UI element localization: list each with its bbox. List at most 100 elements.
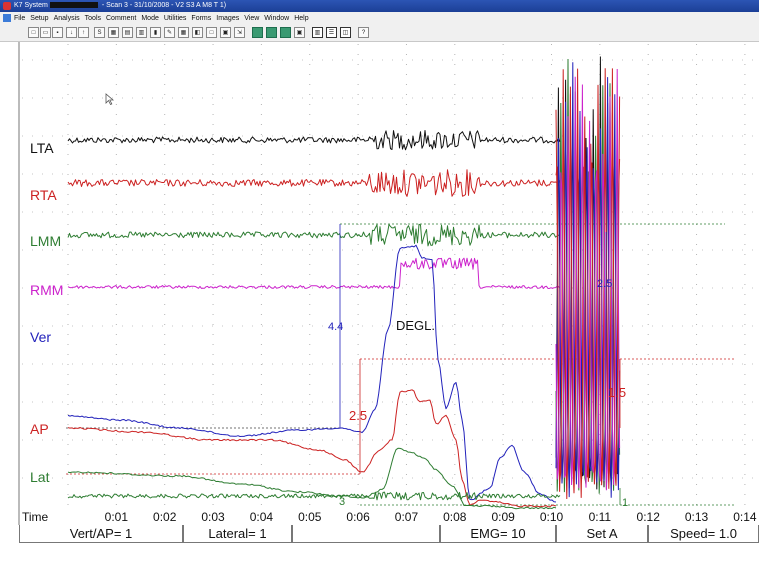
window-title-prefix: K7 System bbox=[14, 2, 48, 9]
arrow-up-icon[interactable]: ↑ bbox=[78, 27, 89, 38]
document-icon bbox=[3, 14, 11, 22]
green-1-icon[interactable] bbox=[252, 27, 263, 38]
channel-label-ver: Ver bbox=[30, 329, 51, 345]
annotation-label: 1 bbox=[622, 497, 628, 509]
menu-analysis[interactable]: Analysis bbox=[53, 15, 80, 22]
signal-chart: LTA RTA LMM RMM Ver AP Lat 4.4 DEGL. 2.5 2.5 1.5 3 1… bbox=[18, 42, 759, 525]
x-tick-label: 0:09 bbox=[491, 510, 515, 524]
menu-utilities[interactable]: Utilities bbox=[163, 15, 187, 22]
status-lateral: Lateral= 1 bbox=[183, 525, 292, 543]
new-icon[interactable]: □ bbox=[28, 27, 39, 38]
scan-icon[interactable]: S bbox=[94, 27, 105, 38]
columns-icon[interactable]: ▥ bbox=[312, 27, 323, 38]
status-blank bbox=[292, 525, 440, 543]
channel-label-rmm: RMM bbox=[30, 282, 63, 298]
x-tick-label: 0:10 bbox=[540, 510, 564, 524]
annotation-label: DEGL. bbox=[396, 318, 435, 333]
pencil-icon[interactable]: ✎ bbox=[164, 27, 175, 38]
menu-file[interactable]: File bbox=[14, 15, 26, 22]
menu-help[interactable]: Help bbox=[294, 15, 309, 22]
trace-artifact-ap bbox=[555, 68, 621, 498]
print-preview-icon[interactable]: □ bbox=[206, 27, 217, 38]
x-axis-label: Time bbox=[22, 510, 49, 524]
save-icon[interactable]: ▪ bbox=[52, 27, 63, 38]
annotation-label: 2.5 bbox=[349, 408, 367, 423]
channel-label-lat: Lat bbox=[30, 469, 50, 485]
traces bbox=[67, 56, 621, 510]
channel-label-lmm: LMM bbox=[30, 233, 61, 249]
trace-rta bbox=[67, 169, 561, 197]
x-tick-label: 0:13 bbox=[685, 510, 709, 524]
status-emg: EMG= 10 bbox=[440, 525, 556, 543]
grid-icon[interactable]: ▦ bbox=[108, 27, 119, 38]
green-3-icon[interactable] bbox=[280, 27, 291, 38]
trace-rmm bbox=[67, 257, 561, 289]
x-tick-label: 0:01 bbox=[105, 510, 129, 524]
trace-ver bbox=[67, 244, 557, 503]
x-tick-label: 0:02 bbox=[153, 510, 177, 524]
app-icon bbox=[3, 2, 11, 10]
status-set: Set A bbox=[556, 525, 648, 543]
trace-artifact-rmm bbox=[555, 68, 621, 491]
print-icon[interactable]: ▣ bbox=[220, 27, 231, 38]
trace-lta bbox=[67, 130, 561, 151]
x-tick-label: 0:12 bbox=[637, 510, 661, 524]
status-bar: Vert/AP= 1 Lateral= 1 EMG= 10 Set A Spee… bbox=[0, 525, 759, 545]
chart-icon[interactable]: ▦ bbox=[178, 27, 189, 38]
window-title-suffix: - Scan 3 - 31/10/2008 - V2 S3 A M8 T 1) bbox=[101, 2, 227, 9]
menu-view[interactable]: View bbox=[244, 15, 260, 22]
menu-window[interactable]: Window bbox=[264, 15, 290, 22]
menu-forms[interactable]: Forms bbox=[191, 15, 212, 22]
trace-ap bbox=[67, 389, 557, 508]
channel-labels: LTA RTA LMM RMM Ver AP Lat bbox=[30, 140, 63, 485]
x-tick-label: 0:14 bbox=[733, 510, 757, 524]
redacted-patient-name bbox=[49, 2, 98, 9]
window-title: K7 System - Scan 3 - 31/10/2008 - V2 S3 A… bbox=[14, 0, 226, 12]
trace-lmm bbox=[67, 223, 561, 247]
annotation-label: 1.5 bbox=[608, 385, 626, 400]
printer-icon[interactable]: ▣ bbox=[294, 27, 305, 38]
compare-icon[interactable]: ◧ bbox=[192, 27, 203, 38]
menu-images[interactable]: Images bbox=[216, 15, 240, 22]
help-icon[interactable]: ? bbox=[358, 27, 369, 38]
arrow-down-icon[interactable]: ↓ bbox=[66, 27, 77, 38]
x-tick-label: 0:05 bbox=[298, 510, 322, 524]
x-axis: Time 0:01 0:02 0:03 0:04 0:05 0:06 0:07 0:08 0:09… bbox=[22, 510, 757, 524]
split-icon[interactable]: ◫ bbox=[340, 27, 351, 38]
rows-icon[interactable]: ☰ bbox=[326, 27, 337, 38]
open-icon[interactable]: ▭ bbox=[40, 27, 51, 38]
menu-tools[interactable]: Tools bbox=[84, 15, 101, 22]
plot-area bbox=[19, 42, 759, 525]
x-tick-label: 0:07 bbox=[395, 510, 419, 524]
x-tick-label: 0:11 bbox=[589, 510, 612, 524]
menu-setup[interactable]: Setup bbox=[30, 15, 49, 22]
menu-items: File Setup Analysis Tools Comment Mode Utiliti… bbox=[14, 12, 314, 25]
x-tick-label: 0:03 bbox=[201, 510, 225, 524]
export-icon[interactable]: ⇲ bbox=[234, 27, 245, 38]
mouse-cursor-icon bbox=[105, 93, 115, 106]
annotations: 4.4 DEGL. 2.5 2.5 1.5 3 1 bbox=[328, 224, 628, 509]
menu-comment[interactable]: Comment bbox=[106, 15, 137, 22]
x-tick-label: 0:04 bbox=[250, 510, 274, 524]
annotation-label: 3 bbox=[339, 496, 345, 508]
annotation-label: 4.4 bbox=[328, 321, 343, 333]
menu-mode[interactable]: Mode bbox=[141, 15, 159, 22]
trace-lat-emg bbox=[67, 491, 561, 501]
x-tick-label: 0:06 bbox=[346, 510, 370, 524]
bars-icon[interactable]: ▮ bbox=[150, 27, 161, 38]
x-tick-label: 0:08 bbox=[443, 510, 467, 524]
green-2-icon[interactable] bbox=[266, 27, 277, 38]
toolbar: □ ▭ ▪ ↓ ↑ S ▦ ▤ ▥ ▮ ✎ ▦ ◧ □ ▣ ⇲ ▣ ▥ ☰ ◫? bbox=[0, 25, 759, 42]
channel-label-rta: RTA bbox=[30, 187, 57, 203]
channel-label-lta: LTA bbox=[30, 140, 54, 156]
status-vert-ap: Vert/AP= 1 bbox=[19, 525, 183, 543]
window-bottom bbox=[0, 545, 759, 561]
annotation-label: 2.5 bbox=[597, 278, 612, 290]
trace-lat bbox=[67, 447, 557, 510]
title-bar: K7 System - Scan 3 - 31/10/2008 - V2 S3 A… bbox=[0, 0, 759, 12]
layout-icon[interactable]: ▥ bbox=[136, 27, 147, 38]
channel-label-ap: AP bbox=[30, 421, 49, 437]
table-icon[interactable]: ▤ bbox=[122, 27, 133, 38]
status-speed: Speed= 1.0 bbox=[648, 525, 759, 543]
